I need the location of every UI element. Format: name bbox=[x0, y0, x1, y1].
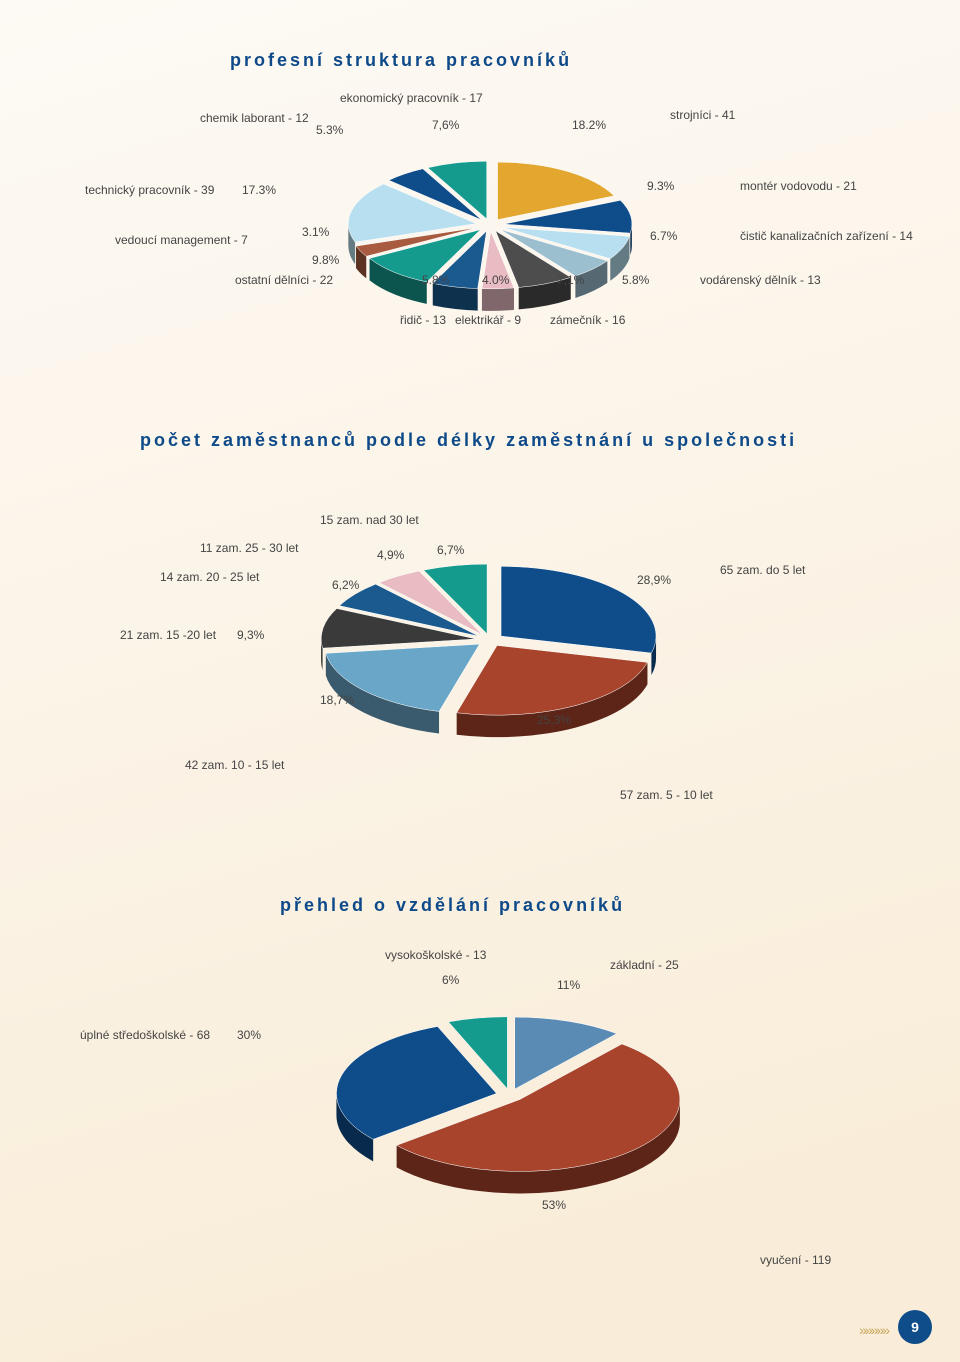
slice-label: vysokoškolské - 13 bbox=[385, 948, 486, 962]
slice-percent: 4,9% bbox=[377, 548, 404, 562]
slice-percent: 9,3% bbox=[237, 628, 264, 642]
slice-percent: 11% bbox=[557, 978, 580, 992]
slice-label: technický pracovník - 39 bbox=[85, 183, 214, 197]
slice-label: chemik laborant - 12 bbox=[200, 111, 309, 125]
slice-percent: 6% bbox=[442, 973, 459, 987]
slice-percent: 6,2% bbox=[332, 578, 359, 592]
slice-label: montér vodovodu - 21 bbox=[740, 179, 857, 193]
slice-label: strojníci - 41 bbox=[670, 108, 735, 122]
slice-percent: 18.2% bbox=[572, 118, 606, 132]
slice-label: 11 zam. 25 - 30 let bbox=[200, 541, 299, 555]
slice-percent: 6.7% bbox=[650, 229, 677, 243]
page-chevrons-icon: »»»»» bbox=[859, 1322, 888, 1338]
slice-label: základní - 25 bbox=[610, 958, 679, 972]
slice-label: 14 zam. 20 - 25 let bbox=[160, 570, 259, 584]
slice-percent: 28,9% bbox=[637, 573, 671, 587]
slice-label: vyučení - 119 bbox=[760, 1253, 831, 1267]
slice-percent: 18,7% bbox=[320, 693, 354, 707]
slice-percent: 17.3% bbox=[242, 183, 276, 197]
slice-percent: 6,7% bbox=[437, 543, 464, 557]
slice-label: elektrikář - 9 bbox=[455, 313, 521, 327]
slice-label: 42 zam. 10 - 15 let bbox=[185, 758, 284, 772]
slice-percent: 4.0% bbox=[482, 273, 509, 287]
slice-percent: 9.8% bbox=[312, 253, 339, 267]
slice-percent: 9.3% bbox=[647, 179, 674, 193]
slice-percent: 3.1% bbox=[302, 225, 329, 239]
slice-label: ekonomický pracovník - 17 bbox=[340, 91, 483, 105]
slice-percent: 5.8% bbox=[422, 273, 449, 287]
slice-label: ostatní dělníci - 22 bbox=[235, 273, 333, 287]
slice-percent: 5.8% bbox=[622, 273, 649, 287]
slice-label: 65 zam. do 5 let bbox=[720, 563, 805, 577]
slice-percent: 7,1% bbox=[557, 273, 584, 287]
slice-label: úplné středoškolské - 68 bbox=[80, 1028, 210, 1042]
page-container: { "page": { "background_gradient": ["#fd… bbox=[0, 0, 960, 1362]
slice-percent: 5.3% bbox=[316, 123, 343, 137]
slice-label: vodárenský dělník - 13 bbox=[700, 273, 821, 287]
page-number: 9 bbox=[911, 1319, 919, 1335]
slice-label: 21 zam. 15 -20 let bbox=[120, 628, 216, 642]
slice-label: 57 zam. 5 - 10 let bbox=[620, 788, 713, 802]
slice-percent: 7,6% bbox=[432, 118, 459, 132]
chart3-pie bbox=[0, 870, 960, 1310]
page-number-badge: 9 bbox=[898, 1310, 932, 1344]
slice-percent: 53% bbox=[542, 1198, 566, 1212]
slice-label: vedoucí management - 7 bbox=[115, 233, 248, 247]
slice-percent: 30% bbox=[237, 1028, 261, 1042]
slice-label: 15 zam. nad 30 let bbox=[320, 513, 419, 527]
slice-label: řidič - 13 bbox=[400, 313, 446, 327]
slice-label: čistič kanalizačních zařízení - 14 bbox=[740, 229, 913, 243]
slice-percent: 25,3% bbox=[537, 713, 571, 727]
slice-label: zámečník - 16 bbox=[550, 313, 625, 327]
